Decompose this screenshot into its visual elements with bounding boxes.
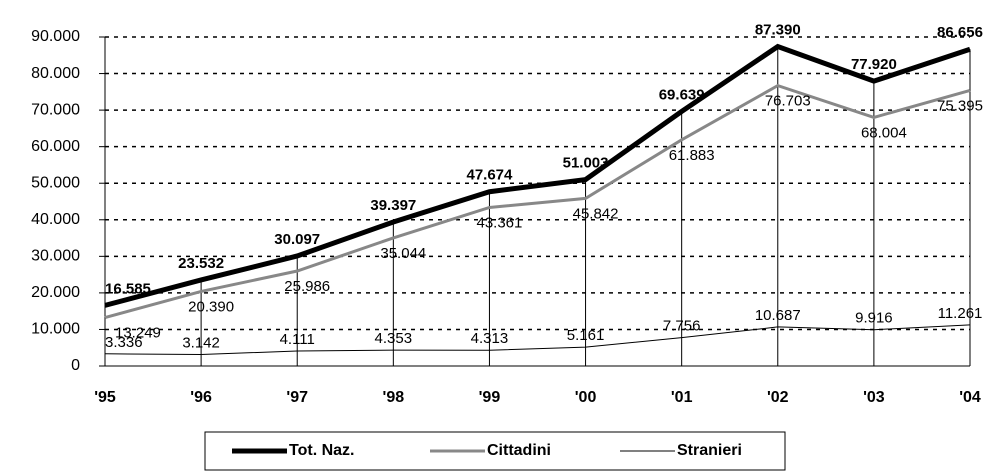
data-label: 69.639 [659,86,705,103]
x-tick-label: '99 [479,389,501,406]
y-tick-label: 50.000 [31,174,80,191]
data-label: 20.390 [188,298,234,315]
y-tick-label: 30.000 [31,248,80,265]
data-label: 77.920 [851,56,897,73]
data-label: 39.397 [370,197,416,214]
data-label: 4.313 [471,330,509,347]
x-tick-label: '04 [959,389,981,406]
series-line [104,324,971,356]
legend-box [204,431,786,471]
data-label: 30.097 [274,231,320,248]
data-label: 75.395 [937,97,983,114]
data-label: 43.361 [476,214,522,231]
series-line [104,43,971,308]
y-tick-label: 80.000 [31,65,80,82]
data-label: 5.161 [567,327,605,344]
data-label: 35.044 [380,245,426,262]
data-label: 10.687 [755,307,801,324]
y-tick-label: 60.000 [31,138,80,155]
data-label: 47.674 [466,167,513,184]
data-label: 9.916 [855,310,893,327]
x-tick-label: '02 [767,389,789,406]
data-label: 13.249 [115,325,161,342]
x-tick-label: '03 [863,389,885,406]
y-tick-label: 90.000 [31,28,80,45]
data-label: 16.585 [105,280,151,297]
x-tick-label: '01 [671,389,693,406]
series-line [104,83,971,320]
data-label: 25.986 [284,278,330,295]
data-label: 3.336 [105,334,143,351]
y-tick-label: 70.000 [31,101,80,118]
data-label: 23.532 [178,255,224,272]
x-tick-label: '96 [190,389,212,406]
data-label: 4.111 [280,331,315,348]
legend-label: Cittadini [487,442,551,459]
data-label: 61.883 [669,147,715,164]
x-tick-label: '98 [383,389,405,406]
data-label: 51.003 [563,155,609,172]
data-label: 3.142 [182,334,220,351]
y-tick-label: 20.000 [31,284,80,301]
data-label: 76.703 [765,93,811,110]
data-label: 4.353 [375,330,413,347]
legend-label: Stranieri [677,442,742,459]
data-label: 7.756 [663,318,701,335]
data-label: 87.390 [755,22,801,39]
data-label: 45.842 [573,205,619,222]
y-tick-label: 40.000 [31,211,80,228]
x-tick-label: '00 [575,389,597,406]
data-label: 11.261 [938,305,983,322]
data-label: 86.656 [937,24,983,41]
legend-label: Tot. Naz. [289,442,354,459]
x-tick-label: '97 [286,389,308,406]
data-label: 68.004 [861,124,907,141]
x-tick-label: '95 [94,389,116,406]
y-tick-label: 0 [71,357,80,374]
y-tick-label: 10.000 [31,321,80,338]
